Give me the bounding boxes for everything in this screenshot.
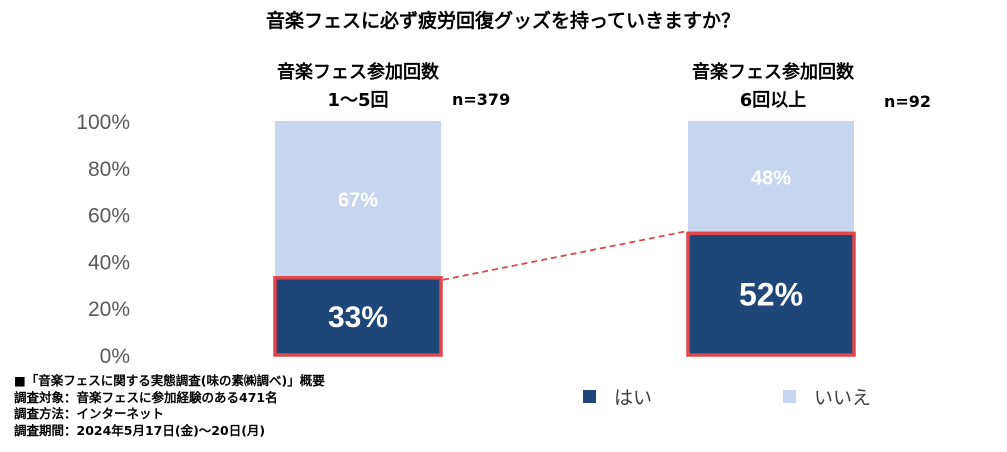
notes-line: 調査対象：音楽フェスに参加経験のある471名 — [14, 389, 278, 405]
legend-swatch — [783, 390, 796, 403]
y-tick-label: 80% — [88, 158, 130, 181]
category-labels: 音楽フェス参加回数 1～5回 n=379 音楽フェス参加回数 6回以上 n=92 — [277, 61, 931, 111]
highlight-box — [686, 231, 856, 357]
y-tick-label: 100% — [76, 111, 130, 134]
bar-segment-yes — [275, 277, 441, 355]
legend-label: いいえ — [814, 387, 871, 409]
data-label: 52% — [739, 277, 803, 313]
legend-swatch — [583, 390, 596, 403]
category-label: 6回以上 — [740, 90, 807, 111]
legend: はい いいえ — [583, 387, 871, 409]
sample-size: n=379 — [452, 90, 510, 109]
chart-title: 音楽フェスに必ず疲労回復グッズを持っていきますか？ — [266, 9, 740, 32]
category-label: 音楽フェス参加回数 — [277, 61, 440, 83]
category-label: 1～5回 — [327, 90, 388, 111]
y-tick-label: 20% — [88, 298, 130, 321]
data-label: 48% — [751, 167, 791, 189]
bar-segment-no — [688, 121, 854, 234]
notes-line: 調査期間：2024年5月17日(金)～20日(月) — [14, 422, 266, 438]
y-tick-label: 60% — [88, 205, 130, 228]
bars: 33% 67% 52% 48% — [273, 121, 856, 357]
bar-segment-yes — [688, 233, 854, 355]
notes-line: 調査方法：インターネット — [14, 406, 165, 421]
notes-line: ■「音楽フェスに関する実態調査(味の素㈱調べ)」概要 — [14, 373, 325, 388]
connector-line — [442, 230, 687, 281]
survey-notes: ■「音楽フェスに関する実態調査(味の素㈱調べ)」概要 調査対象：音楽フェスに参加… — [14, 373, 325, 439]
data-label: 67% — [338, 190, 378, 212]
category-label: 音楽フェス参加回数 — [692, 61, 855, 83]
bar-segment-no — [275, 121, 441, 278]
sample-size: n=92 — [884, 92, 931, 111]
y-tick-label: 40% — [88, 251, 130, 274]
data-label: 33% — [328, 301, 388, 334]
y-tick-label: 0% — [100, 345, 130, 368]
highlight-box — [273, 276, 443, 357]
legend-label: はい — [614, 387, 652, 409]
y-axis-ticks: 0% 20% 40% 60% 80% 100% — [76, 111, 130, 368]
